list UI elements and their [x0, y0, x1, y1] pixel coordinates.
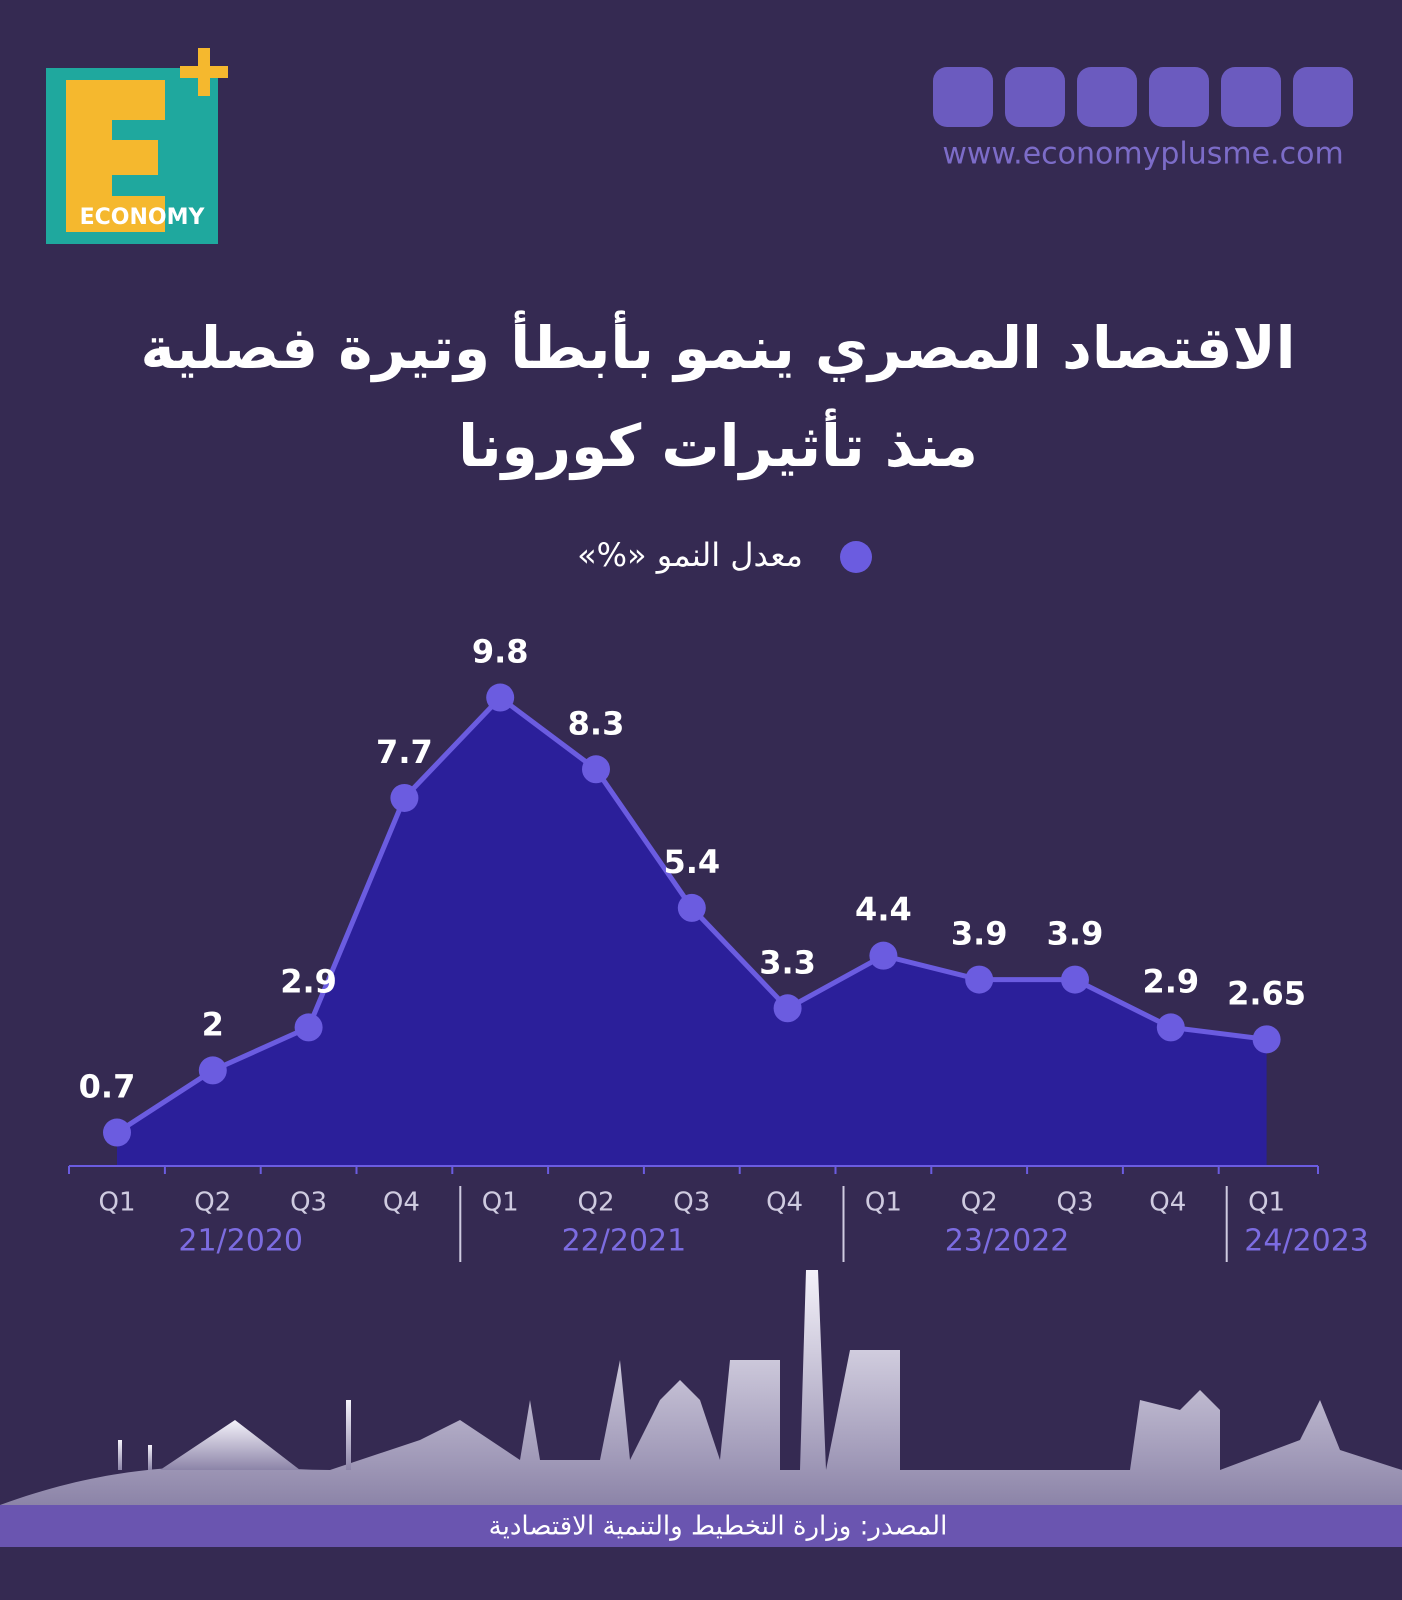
point	[1156, 1013, 1185, 1042]
point	[869, 941, 898, 970]
data-label: 7.7	[376, 733, 433, 771]
x-tick-label: Q2	[577, 1188, 614, 1218]
x-group-label: 23/2022	[945, 1224, 1070, 1259]
x-tick-label: Q3	[1056, 1188, 1093, 1218]
point	[1061, 965, 1089, 994]
plot: 0.7 Q1 2 Q2 2.9 Q3 7.7 Q4 9.8 Q1 8.3 Q2 5.4 Q3 3.3 Q4 4.…	[68, 633, 1369, 1262]
logo-e	[66, 80, 165, 232]
logo-plus	[180, 66, 228, 78]
data-label: 0.7	[79, 1068, 136, 1106]
x-tick-label: Q1	[1248, 1188, 1285, 1218]
x-tick-label: Q4	[383, 1188, 420, 1218]
legend-marker	[840, 541, 872, 573]
area	[117, 697, 1267, 1166]
x-tick-label: Q3	[290, 1188, 327, 1218]
palm	[118, 1440, 122, 1470]
data-label: 2.9	[1142, 962, 1199, 1000]
data-label: 3.9	[1047, 915, 1104, 953]
point	[198, 1056, 227, 1085]
x-tick-label: Q1	[98, 1188, 135, 1218]
point	[773, 994, 802, 1023]
x-tick-label: Q2	[961, 1188, 998, 1218]
chart-title: منذ تأثيرات كورونا	[458, 408, 978, 481]
social-icons	[933, 67, 1353, 127]
point	[677, 893, 706, 922]
point	[582, 755, 610, 784]
legend-label: معدل النمو «%»	[577, 536, 803, 574]
point	[486, 683, 515, 712]
data-label: 2	[202, 1005, 224, 1043]
x-tick-label: Q4	[766, 1188, 803, 1218]
x-group-label: 22/2021	[562, 1224, 687, 1259]
point	[1252, 1025, 1281, 1054]
skyline	[0, 1270, 1402, 1505]
x-group-label: 21/2020	[178, 1224, 303, 1259]
icon[interactable]	[933, 67, 993, 127]
icon[interactable]	[1221, 67, 1281, 127]
x-group-label: 24/2023	[1244, 1224, 1369, 1259]
icon[interactable]	[1005, 67, 1065, 127]
skyline-shape	[0, 1270, 1402, 1505]
data-label: 4.4	[855, 891, 912, 929]
point	[294, 1013, 323, 1042]
logo-text: ECONOMY	[80, 205, 206, 230]
logo: ECONOMY	[46, 48, 228, 244]
icon[interactable]	[1077, 67, 1137, 127]
data-label: 8.3	[568, 704, 625, 742]
point	[965, 965, 994, 994]
data-label: 5.4	[663, 843, 720, 881]
data-label: 2.65	[1227, 974, 1306, 1012]
data-label: 3.9	[951, 915, 1008, 953]
website-url[interactable]: www.economyplusme.com	[942, 137, 1343, 172]
point	[103, 1118, 131, 1147]
footer-band	[0, 1505, 1402, 1547]
data-label: 9.8	[472, 633, 529, 671]
source: المصدر: وزارة التخطيط والتنمية الاقتصادي…	[489, 1512, 948, 1542]
chart-title: الاقتصاد المصري ينمو بأبطأ وتيرة فصلية	[140, 310, 1295, 383]
icon[interactable]	[1293, 67, 1353, 127]
x-tick-label: Q2	[194, 1188, 231, 1218]
x-tick-label: Q3	[673, 1188, 710, 1218]
x-tick-label: Q4	[1149, 1188, 1186, 1218]
icon[interactable]	[1149, 67, 1209, 127]
x-tick-label: Q1	[865, 1188, 902, 1218]
x-tick-label: Q1	[482, 1188, 519, 1218]
pyramid	[160, 1420, 300, 1470]
palm	[148, 1445, 152, 1470]
data-label: 2.9	[280, 962, 337, 1000]
palm	[346, 1400, 351, 1470]
data-label: 3.3	[759, 943, 816, 981]
point	[390, 783, 419, 812]
